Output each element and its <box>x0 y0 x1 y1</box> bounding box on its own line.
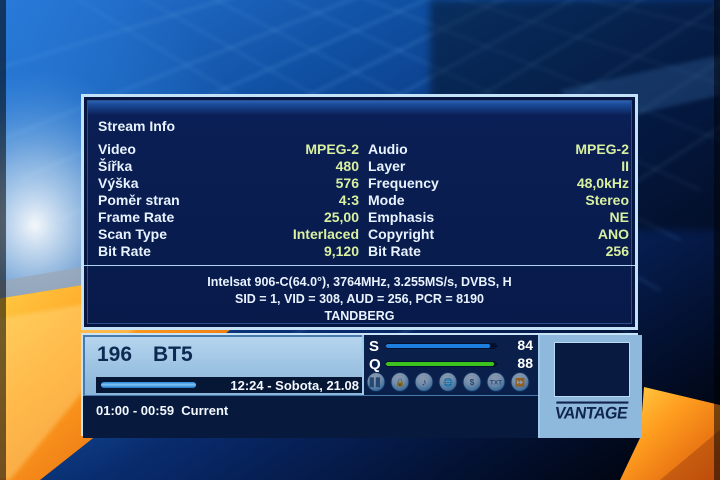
svg-text:🌐: 🌐 <box>443 377 453 387</box>
svg-text:$: $ <box>470 378 475 387</box>
svg-text:♪: ♪ <box>422 378 427 389</box>
svg-text:🔒: 🔒 <box>395 378 405 387</box>
svg-text:TXT: TXT <box>490 380 502 387</box>
svg-text:⏩: ⏩ <box>515 377 525 387</box>
svg-text:▋▋: ▋▋ <box>369 377 382 388</box>
